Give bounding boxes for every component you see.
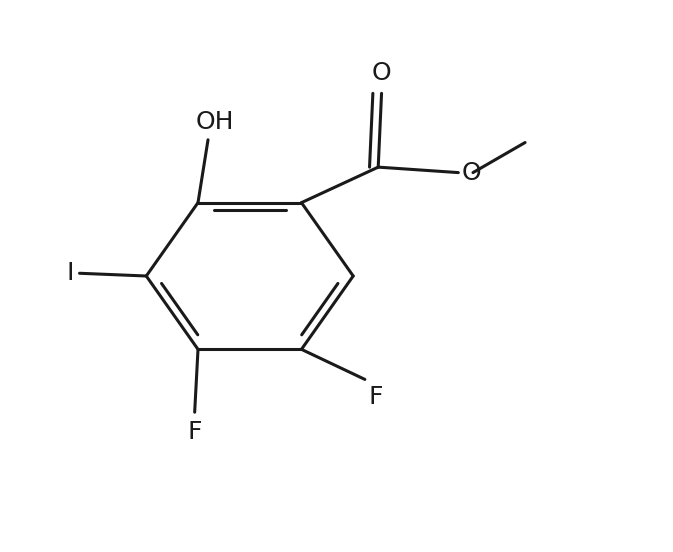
Text: I: I <box>67 261 74 285</box>
Text: O: O <box>462 161 481 184</box>
Text: F: F <box>187 421 202 444</box>
Text: F: F <box>368 385 383 409</box>
Text: OH: OH <box>195 110 234 134</box>
Text: O: O <box>371 61 392 85</box>
